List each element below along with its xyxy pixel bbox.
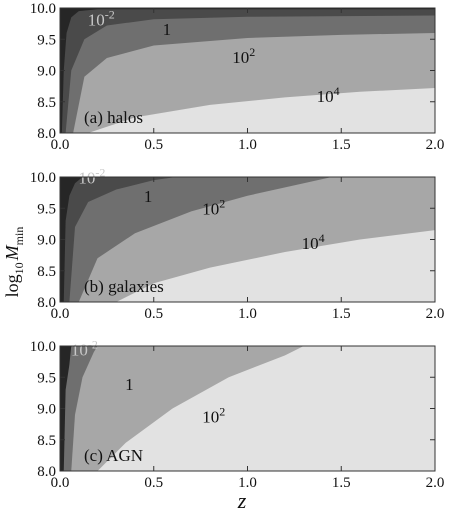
y-axis-label: log10Mmin — [2, 227, 26, 298]
contour-label: 1 — [125, 375, 134, 394]
contour-label-exponent: -2 — [95, 165, 105, 179]
x-tick-label: 2.0 — [426, 137, 445, 153]
x-tick-label: 0.0 — [51, 475, 70, 491]
x-tick-label: 0.5 — [144, 475, 163, 491]
band-3 — [97, 346, 435, 471]
contour-label-base: 10 — [202, 407, 219, 426]
contour-label-base: 1 — [163, 20, 172, 39]
y-tick-label: 8.5 — [37, 264, 56, 280]
contour-label: 1 — [144, 187, 153, 206]
y-tick-label: 8.5 — [37, 433, 56, 449]
contour-label-base: 1 — [125, 375, 134, 394]
contour-label-exponent: 2 — [219, 404, 225, 418]
contour-bands — [60, 8, 435, 133]
y-tick-label: 10.0 — [30, 339, 56, 355]
contour-label-exponent: 2 — [219, 197, 225, 211]
contour-label: 104 — [317, 84, 340, 106]
svg-text:log10Mmin: log10Mmin — [2, 227, 26, 298]
y-axis-label-var-sub: min — [12, 227, 26, 246]
y-tick-label: 9.5 — [37, 201, 56, 217]
x-axis-label: z — [237, 488, 247, 513]
y-tick-label: 9.5 — [37, 32, 56, 48]
contour-label: 10-2 — [88, 8, 115, 30]
contour-label-exponent: -2 — [88, 337, 98, 351]
x-tick-label: 0.5 — [144, 306, 163, 322]
y-tick-label: 8.0 — [37, 464, 56, 480]
y-axis-label-var: M — [2, 244, 22, 261]
contour-label: 102 — [202, 197, 225, 219]
contour-label: 10-2 — [71, 337, 98, 359]
contour-bands — [60, 346, 435, 471]
panel-label: (a) halos — [84, 108, 143, 127]
contour-label-exponent: 2 — [249, 45, 255, 59]
y-tick-label: 8.0 — [37, 295, 56, 311]
contour-label: 102 — [202, 404, 225, 426]
y-tick-label: 8.0 — [37, 126, 56, 142]
y-tick-label: 9.0 — [37, 233, 56, 249]
y-tick-label: 8.5 — [37, 95, 56, 111]
contour-label: 1 — [163, 20, 172, 39]
contour-label-base: 10 — [317, 87, 334, 106]
contour-label: 102 — [232, 45, 255, 67]
contour-bands — [60, 177, 435, 302]
x-tick-label: 0.5 — [144, 137, 163, 153]
y-tick-label: 9.0 — [37, 402, 56, 418]
contour-label-exponent: -2 — [105, 8, 115, 22]
contour-label-base: 10 — [78, 168, 95, 187]
contour-label-base: 10 — [202, 200, 219, 219]
y-tick-label: 10.0 — [30, 170, 56, 186]
y-tick-label: 9.0 — [37, 64, 56, 80]
contour-label-exponent: 4 — [319, 231, 325, 245]
x-tick-label: 1.0 — [238, 306, 257, 322]
x-tick-label: 1.5 — [332, 475, 351, 491]
band-4 — [88, 88, 435, 133]
contour-label-base: 10 — [88, 11, 105, 30]
contour-label-base: 10 — [71, 340, 88, 359]
panel-label: (c) AGN — [84, 446, 143, 465]
x-tick-label: 2.0 — [426, 306, 445, 322]
y-axis-label-log-sub: 10 — [12, 262, 26, 274]
panel-label: (b) galaxies — [84, 277, 164, 296]
contour-label-exponent: 4 — [334, 84, 340, 98]
y-tick-label: 10.0 — [30, 1, 56, 17]
x-tick-label: 1.0 — [238, 475, 257, 491]
x-tick-label: 1.5 — [332, 137, 351, 153]
x-tick-label: 2.0 — [426, 475, 445, 491]
contour-label: 104 — [302, 231, 325, 253]
x-tick-label: 1.0 — [238, 137, 257, 153]
band-4 — [116, 230, 435, 302]
contour-label: 10-2 — [78, 165, 105, 187]
contour-label-base: 1 — [144, 187, 153, 206]
contour-label-base: 10 — [232, 48, 249, 67]
x-tick-label: 1.5 — [332, 306, 351, 322]
x-tick-label: 0.0 — [51, 306, 70, 322]
y-axis-label-log: log — [2, 274, 22, 297]
x-tick-label: 0.0 — [51, 137, 70, 153]
y-tick-label: 9.5 — [37, 370, 56, 386]
contour-label-base: 10 — [302, 234, 319, 253]
